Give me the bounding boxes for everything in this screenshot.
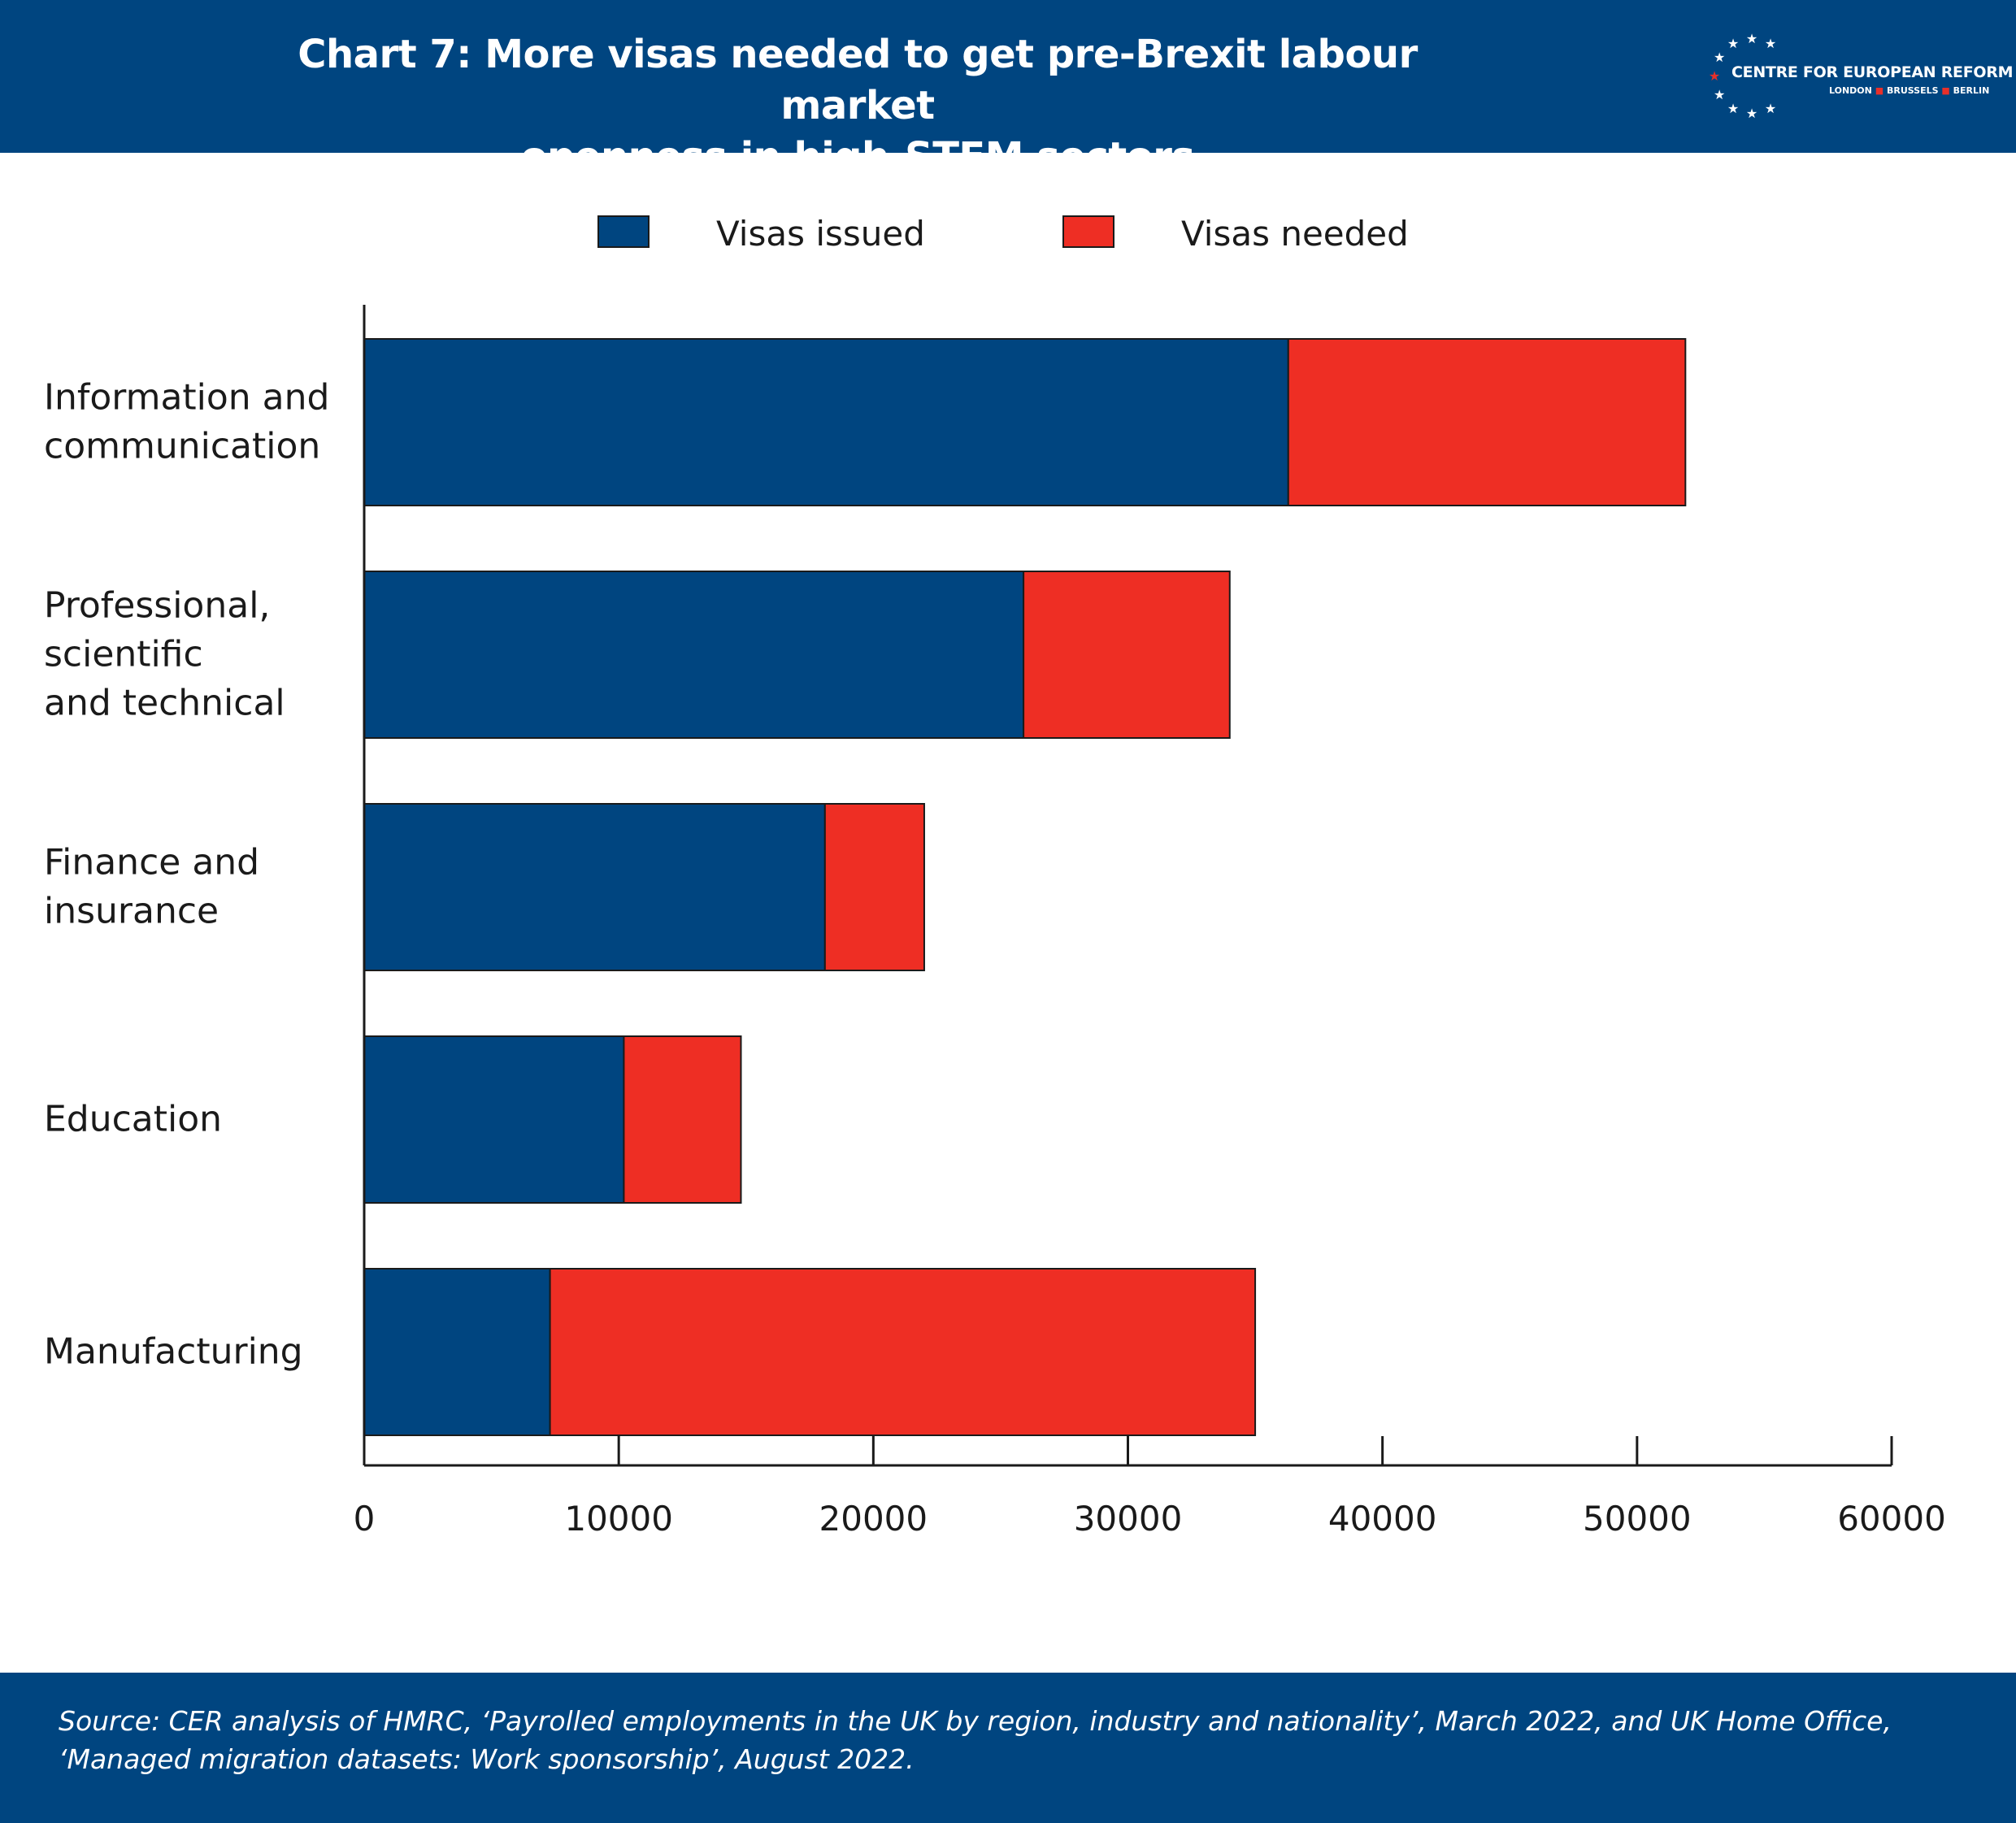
logo-star-icon: ★ [1714, 87, 1725, 102]
category-label-line: Professional, [44, 585, 270, 627]
bar-visas-needed-2 [823, 803, 925, 971]
source-line-2: ‘Managed migration datasets: Work sponso… [59, 1743, 915, 1775]
x-tick-label: 10000 [564, 1499, 673, 1539]
legend-swatch-visas-issued [597, 215, 650, 248]
chart-legend: Visas issued Visas needed [597, 214, 1409, 254]
logo-name: CENTRE FOR EUROPEAN REFORM [1731, 63, 2014, 81]
logo-separator-icon: ■ [1941, 85, 1950, 96]
bar-visas-issued-1 [363, 571, 1025, 739]
category-label-line: communication [44, 426, 320, 467]
category-label-line: Information and [44, 377, 329, 419]
axes: 0 10000 20000 30000 40000 50000 60000 [354, 305, 1946, 1539]
logo-star-icon: ★ [1765, 36, 1776, 51]
x-tick-label: 50000 [1583, 1499, 1692, 1539]
x-tick-label: 0 [354, 1499, 376, 1539]
chart-footer: Source: CER analysis of HMRC, ‘Payrolled… [0, 1673, 2016, 1823]
category-label: Finance and insurance [44, 842, 259, 932]
category-label: Professional, scientific and technical [44, 585, 285, 724]
logo-city-london: LONDON [1829, 85, 1872, 96]
x-tick-label: 60000 [1837, 1499, 1946, 1539]
logo-star-icon: ★ [1746, 31, 1757, 46]
category-label-line: and technical [44, 683, 285, 724]
logo-separator-icon: ■ [1875, 85, 1884, 96]
logo-star-icon: ★ [1714, 50, 1725, 65]
chart-title-line-2: openness in high-STEM sectors [520, 134, 1195, 180]
category-label: Manufacturing [44, 1331, 303, 1373]
category-label-line: scientific [44, 634, 203, 675]
chart-header: Chart 7: More visas needed to get pre-Br… [0, 0, 2016, 180]
logo-cities: LONDON ■ BRUSSELS ■ BERLIN [1829, 85, 1989, 96]
x-tick-label: 30000 [1074, 1499, 1183, 1539]
category-label: Education [44, 1099, 222, 1140]
bar-visas-issued-3 [363, 1035, 625, 1204]
bar-visas-needed-4 [549, 1268, 1257, 1436]
bar-visas-issued-2 [363, 803, 826, 971]
bars-group [363, 338, 1687, 1436]
logo-star-icon: ★ [1765, 101, 1776, 116]
source-line-1: Source: CER analysis of HMRC, ‘Payrolled… [59, 1705, 1892, 1737]
category-label: Information and communication [44, 377, 329, 467]
chart-title: Chart 7: More visas needed to get pre-Br… [268, 29, 1447, 183]
logo-star-icon: ★ [1709, 68, 1720, 84]
source-note: Source: CER analysis of HMRC, ‘Payrolled… [59, 1702, 1977, 1778]
x-tick-label: 40000 [1328, 1499, 1437, 1539]
legend-swatch-visas-needed [1062, 215, 1114, 248]
chart-title-line-1: Chart 7: More visas needed to get pre-Br… [298, 32, 1418, 128]
logo-city-berlin: BERLIN [1953, 85, 1990, 96]
category-label-line: Manufacturing [44, 1331, 303, 1373]
logo-star-icon: ★ [1727, 101, 1739, 116]
category-labels: Information and communication Professional… [44, 377, 329, 1373]
logo-star-icon: ★ [1727, 36, 1739, 51]
bar-visas-needed-1 [1023, 571, 1231, 739]
eu-stars-icon: ★ ★★★★★★★★ [1709, 31, 1776, 120]
bar-visas-issued-0 [363, 338, 1289, 506]
logo-city-brussels: BRUSSELS [1886, 85, 1939, 96]
cer-logo: ★ ★ ★ ★ ★ ★ ★ ★ ★ CENTRE FOR EUROPEAN REFORM LON… [1707, 31, 2014, 120]
logo-star-icon: ★ [1746, 106, 1757, 120]
bar-visas-needed-0 [1287, 338, 1687, 506]
bar-visas-needed-3 [623, 1035, 742, 1204]
stacked-bar-chart: Visas issued Visas needed Information and… [44, 214, 1946, 1539]
category-label-line: insurance [44, 891, 219, 932]
legend-label-visas-issued: Visas issued [716, 214, 925, 254]
category-label-line: Finance and [44, 842, 259, 883]
x-tick-label: 20000 [819, 1499, 928, 1539]
bar-visas-issued-4 [363, 1268, 551, 1436]
category-label-line: Education [44, 1099, 222, 1140]
legend-label-visas-needed: Visas needed [1181, 214, 1409, 254]
